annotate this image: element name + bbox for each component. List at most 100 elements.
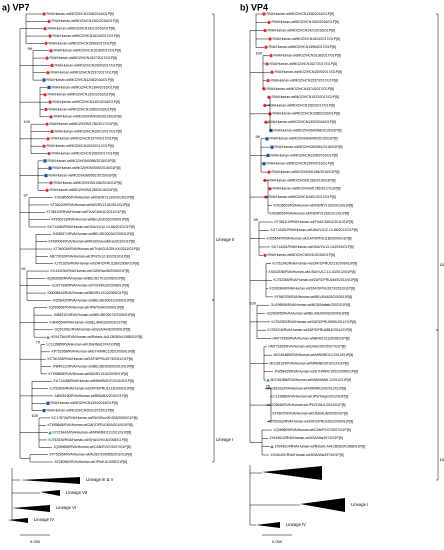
leaf-label: RVA/Human-wt/MOZ/HGM1786/2017/G1P[8] [50,122,118,126]
leaf-label: KF690094/RVA/Human-wt/RUS/Novosibirsk/20… [49,240,135,244]
lineage-label: Lineage III & V [86,477,114,482]
leaf-label: RVA/Human-wt/MOZ/HCN1509/2017/G1P[8] [55,63,122,67]
leaf-label: RVA/Human-wt/MOZ/HCN1583/2017/G1P[8] [52,151,119,155]
leaf-label: RVA/Human-wt/MOZ/HCN1401/2016/G1P[8] [53,100,120,104]
leaf-label: RVA/Human-wt/MOZ/HCN1392/2016/G1P[8] [48,93,115,97]
leaf-label: RVA/Human-wt/MOZ/HCN1624/2017/G1P[8] [273,37,340,41]
marker [262,12,266,16]
panel-title: a) VP7 [2,2,30,12]
marker [46,137,50,141]
leaf-label: KC781008/RVA/Human-wt/ZAF/DPRU1973/2011/… [48,357,133,361]
marker [263,103,267,108]
leaf-label: DQ512961/RVA/Human-wt/USA/AU8/2005/G1P[8… [55,328,131,332]
leaf-label: MG181931/RVA/Human-wt/MWI/BID2H/2012/G1P… [267,386,347,390]
marker [42,408,46,413]
leaf-label: AF260952/RVA/Human-wt/JPN/KU/1995/G1P[8] [55,460,128,464]
leaf-label: KT381109/RVA/Human-wt/THA/CMH11/2011/G1P… [47,210,126,214]
leaf-label: RVA/Human-wt/MOZ/HCN1624/2017/G1P[8] [53,34,120,38]
lineage-label: Lineage I [216,437,233,442]
lineage-label: Lineage II [216,237,234,242]
leaf-label: JX040431/RVA/Human-wt/USA/Wa/1974/G1P[8] [271,453,344,457]
leaf-label: JN849101/RVA/Human-wt/BEL/BE00073/2009/G… [54,313,136,317]
leaf-label: RVA/Human-wt/MOZ/HCN0031/2015/G1P[8] [47,408,114,412]
marker [49,49,53,53]
collapsed-clade [300,498,345,512]
leaf-label: RVA/Human-wt/MOZ/HCN1294/2016/G1P[8] [51,401,118,405]
marker [47,85,51,90]
marker [270,145,274,149]
bootstrap: 100 [255,51,262,56]
leaf-label: KF690213/RVA/Human-wt/BEL/B3016/2009/G1P… [52,218,130,222]
leaf-label: HG917364/RVA/Human-wt/Rotarix-A41CB052A/… [51,335,143,339]
leaf-label: KJ752809/RVA/Human-wt/ZAF/DPRU1213/2009/… [50,386,135,390]
scale-label: 0.050 [272,539,283,544]
lineage-label: Lineage III [440,262,444,267]
leaf-label: RVA/Human-wt/MOZ/HCN1384/2016/G1P[8] [52,85,119,89]
leaf-label: LC226848/RVA/Human-wt/JPN/11NU1/2011/G1P… [268,403,346,407]
leaf-label: KC178726/RVA/Human-wt/RUS/Nov09-B25/2009… [52,416,138,420]
leaf-label: KX655487/RVA/Human-wt/ZAF/DPRU1180/2009/… [267,237,352,241]
marker [267,170,271,174]
leaf-label: KJ752368/RVA/Human-wt/ZAF/DPRU1849/2010/… [274,278,359,282]
scale-label: 0.050 [30,539,41,544]
marker [267,20,271,24]
lineage-label: Lineage VI [56,505,76,510]
leaf-label: JN258425/RVA/Human-wt/BEL/BE00031/2009/G… [53,298,135,302]
collapsed-clade [8,518,28,523]
leaf-label: RVA/Human-wt/MOZ/HGM0061/2015/G1P[8] [49,173,117,177]
leaf-label: RVA/Human-wt/MOZ/HCN1618/2017/G1P[8] [54,49,121,53]
marker [263,29,267,33]
leaf-label: EF560705/RVA/Human-wt/BEL/B4633/2003/G1P… [275,295,353,299]
bootstrap: 99 [256,134,261,139]
marker [48,430,52,435]
leaf-label: RVA/Human-wt/MOZ/HCN1574/2017/G1P[8] [51,137,118,141]
leaf-label: RVA/Human-wt/MOZ/HCN1286/2016/G1P[8] [273,112,340,116]
leaf-label: RVA/Human-wt/MOZ/HCN1596/2017/G1P[8] [49,41,116,45]
collapsed-clade [12,505,50,512]
marker [47,151,51,156]
marker [266,78,270,83]
leaf-label: LC123986/RVA/Human-wt/JPN/Tokyo/2012/G1P… [272,395,349,399]
leaf-label: RVA/Human-wt/MOZ/HCN1537/2017/G1P[8] [51,71,118,75]
leaf-label: JX943613/RVA/Human-wt/USA/Wa/1974/G1P[8] [270,436,343,440]
marker [266,378,270,382]
leaf-label: KX638550/RVA/Human-wt/IND/RV1319/2013/G1… [55,195,135,199]
leaf-label: JQ069608/RVA/Human-wt/CAN/RV07/2007/G1P[… [54,445,131,449]
marker [43,93,47,97]
leaf-label: HM773355/RVA/Human-wt/USA/2007/2007/G1P[… [269,345,346,349]
leaf-label: AB770032/RVA/Human-wt/JPN/To12-30/2012/G… [50,254,130,258]
leaf-label: MG181924/RVA/Human-wt/MWI/BID2F/2012/G1P… [270,361,349,365]
leaf-label: KX638552/RVA/Human-wt/IND/RV1318/2012/G1… [270,212,350,216]
leaf-label: JN258435/RVA/Human-wt/ETH/MRC1052/2009/G… [275,370,358,374]
leaf-label: RVA/Human-wt/MOZ/HCN1527/2017/G1P[8] [270,62,337,66]
leaf-label: KY216441/RVA/Human-wt/MWI/BID1C/2012/G1P… [53,431,132,435]
leaf-label: KU714451/RVA/Human-wt/USA/VU12-13-66/201… [271,228,358,232]
leaf-label: KT381110/RVA/Human-wt/THA/CMH11/2011/G1P… [275,220,354,224]
marker [49,115,53,119]
bootstrap: 99 [28,46,33,51]
leaf-label: JN849122/RVA/Human-wt/BEL/BE00209/2010/G… [53,364,135,368]
leaf-label: KU714450/RVA/Human-wt/USA/VU12-13-66/201… [48,225,135,229]
lineage-label: Lineage VII [66,490,87,495]
marker [264,45,268,49]
marker [42,78,46,82]
leaf-label: RVA/Human-wt/MOZ/HCN1338/2016/G1P[8] [47,12,114,16]
leaf-label: KJ752342/RVA/Human-wt/ZAF/DPRU1213/2009/… [273,262,358,266]
leaf-label: RVA/Human-wt/MOZ/HCN1362/2016/G1P[8] [272,20,339,24]
marker [265,62,269,66]
marker [46,335,50,339]
leaf-label: RVA/Human-wt/MOZ/HGM1283/2016/G1P[8] [50,188,118,192]
leaf-label: RVA/Human-wt/MOZ/HCN1537/2017/G1P[8] [271,78,338,82]
bootstrap: 100 [249,300,256,305]
marker [263,178,267,183]
bootstrap: 81 [22,266,27,271]
leaf-label: RVA/Human-wt/MOZ/HCN1574/2017/G1P[8] [267,87,334,91]
leaf-label: KT695808/RVA/Human-wt/IND/RV1310/2009/G1… [49,372,129,376]
leaf-label: RVA/Human-wt/MOZ/HCN0031/2015/G1P[8] [268,253,335,257]
leaf-label: RVA/Human-wt/MOZ/HGM0020/2014/G1P[8] [54,115,122,119]
leaf-label: LC123985/RVA/Human-wt/USA/Wa/1974/G1P[8] [47,342,120,346]
leaf-label: MG181988/RVA/Human-wt/MWI/MW5-1/2012/G1P… [271,378,352,382]
leaf-label: HM773350/RVA/Human-wt/BRA/1021/2008/G1P[… [273,336,350,340]
panel-title: b) VP4 [240,2,268,12]
